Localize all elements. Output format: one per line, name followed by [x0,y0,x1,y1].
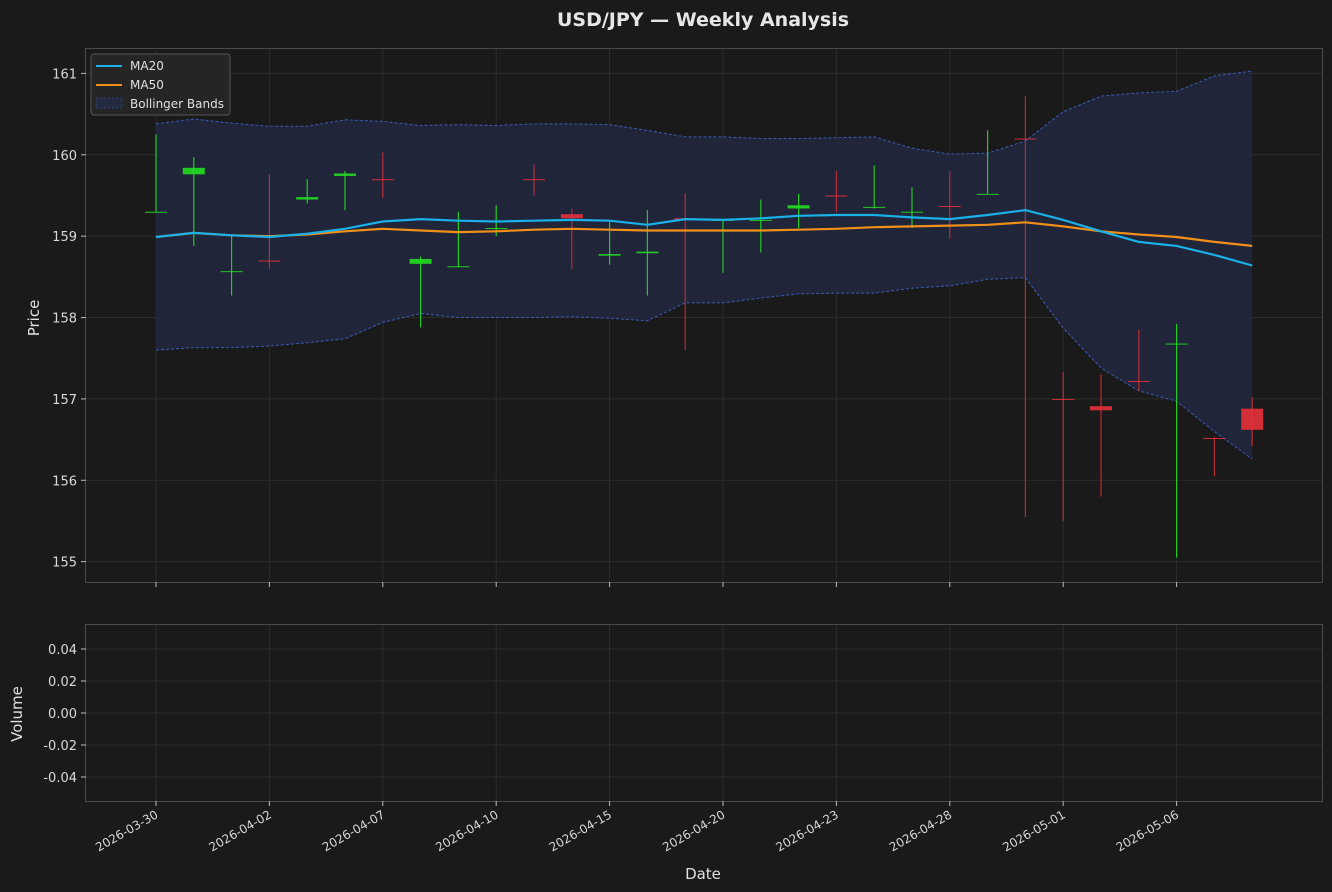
legend-label-ma50: MA50 [130,78,164,92]
price-tick-label: 155 [52,556,77,571]
volume-tick-label: -0.04 [43,771,77,786]
volume-y-label: Volume [8,686,26,742]
candle-body [749,219,772,221]
legend-label-bands: Bollinger Bands [130,97,224,111]
candle-body [1203,437,1226,439]
candle-body [523,179,545,181]
volume-tick-label: 0.04 [48,643,77,658]
candle-body [598,254,621,256]
candle [334,171,356,211]
candle [409,256,432,328]
candle-body [1241,408,1264,430]
ma20-line [155,208,1253,267]
candle [749,199,772,253]
candle-body [334,173,356,176]
volume-grid [86,625,1322,801]
price-tick-label: 159 [52,230,77,245]
volume-tick-label: 0.00 [48,707,77,722]
candle-body [976,193,999,195]
candle [371,152,394,198]
candle [901,187,923,229]
candle-body [863,206,886,208]
candle [598,219,621,265]
candle [1241,397,1264,447]
candle [1052,372,1075,521]
candle [560,208,583,269]
price-tick-label: 158 [52,312,77,327]
price-y-ticks: 155 156 157 158 159 160 161 [52,67,86,571]
candle-body [1127,381,1150,383]
candle-body [560,214,583,219]
candle [787,193,810,229]
candle-body [485,228,508,230]
price-tick-label: 156 [52,474,77,489]
legend: MA20 MA50 Bollinger Bands [90,53,231,116]
candle [220,234,243,296]
price-tick-label: 157 [52,393,77,408]
candle [258,174,281,269]
price-tick-label: 161 [52,67,77,82]
volume-tick-label: 0.02 [48,675,77,690]
candle-body [447,266,470,268]
candle [976,130,999,195]
candle [1090,374,1112,497]
candle-body [145,211,167,213]
candle-body [787,205,810,209]
candle-body [1014,138,1037,140]
candle [825,171,848,212]
candle [1127,329,1150,391]
bollinger-bands [155,70,1253,460]
volume-tick-label: -0.02 [43,739,77,754]
bollinger-upper [155,70,1253,155]
candle-body [901,211,923,213]
candle-body [182,167,205,175]
candle-body [1052,398,1075,400]
candle [523,164,545,196]
candle [145,134,167,213]
candle-body [296,197,319,200]
candles [145,96,1264,558]
moving-averages [155,208,1253,267]
candle [182,157,205,246]
candle-body [825,195,848,197]
bollinger-fill [156,71,1253,460]
price-tick-label: 160 [52,149,77,164]
candle-body [371,179,394,181]
candle-body [1090,406,1112,411]
legend-label-ma20: MA20 [130,59,164,73]
candle [1165,324,1188,558]
bollinger-lower [155,277,1253,460]
candle [863,165,886,209]
candle-body [258,260,281,262]
candle-body [636,251,659,254]
candle-body [1165,343,1188,345]
candle [938,171,961,239]
chart-title: USD/JPY — Weekly Analysis [557,9,849,31]
candle-body [220,271,243,273]
x-axis-label: Date [685,865,721,883]
candle-body [409,258,432,264]
price-y-label: Price [25,300,43,337]
candle-body [938,206,961,208]
volume-y-ticks: 0.04 0.02 0.00 -0.02 -0.04 [43,643,86,786]
ma50-line [155,221,1253,247]
candle [1203,437,1226,477]
legend-swatch-bands [95,97,123,109]
candle [1014,96,1037,517]
candle [296,179,319,204]
